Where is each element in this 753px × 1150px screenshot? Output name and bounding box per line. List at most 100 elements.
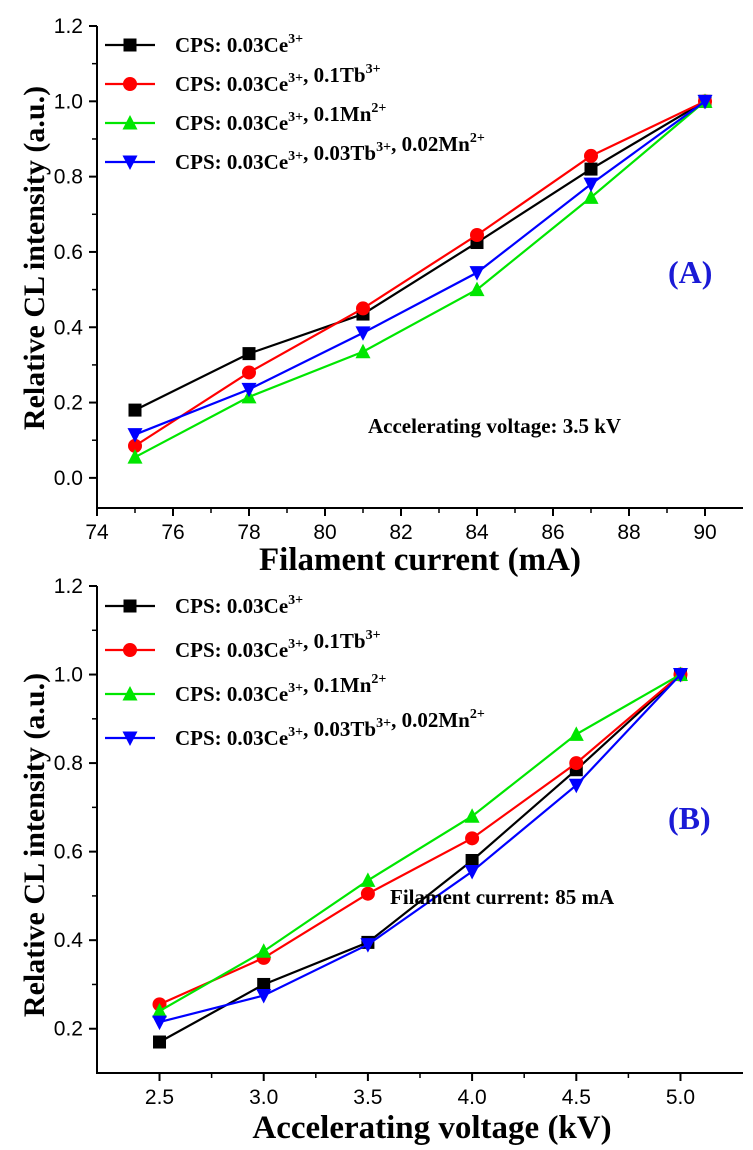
- panel-b-series-1-point: [257, 977, 271, 991]
- panel-b-x-tick-label: 4.5: [562, 1086, 591, 1109]
- panel-b-legend-swatch-marker: [123, 599, 137, 613]
- panel-b-y-tick-label: 0.6: [54, 841, 83, 864]
- panel-a-xlabel: Filament current (mA): [259, 542, 581, 578]
- panel-a-series-1-line: [134, 100, 706, 412]
- panel-a-legend-entry-1: CPS: 0.03Ce3+: [175, 32, 303, 57]
- panel-a-y-tick-label: 0.0: [54, 467, 83, 490]
- panel-b-series-3-point: [256, 943, 272, 958]
- panel-a-series-4-point: [697, 94, 713, 110]
- panel-a-annotation: Accelerating voltage: 3.5 kV: [368, 414, 621, 438]
- panel-b-series-1-line: [158, 673, 682, 1043]
- panel-a-chart: 74 76 78 80 82 84 86 88 900.00.20.40.60.81.01.2 …: [18, 15, 743, 578]
- panel-b-legend-swatch-marker: [123, 643, 137, 657]
- panel-b-x-tick-label: 3.0: [249, 1086, 278, 1109]
- panel-b-series-1-point: [153, 1035, 167, 1049]
- panel-a-series-2-line: [134, 100, 706, 447]
- panel-a-x-tick-label: 82: [389, 521, 412, 544]
- panel-a-x-tick-label: 88: [617, 521, 640, 544]
- panel-a-legend-entry-3: CPS: 0.03Ce3+, 0.1Mn2+: [175, 101, 386, 135]
- panel-b-legend-swatch-marker: [122, 731, 138, 746]
- panel-b-series-2-point: [360, 886, 375, 901]
- panel-a-legend-swatch-marker: [123, 77, 137, 91]
- panel-b-y-tick-label: 0.8: [54, 752, 83, 775]
- panel-a-legend-swatch-marker: [122, 115, 138, 130]
- panel-a-legend-entry-2: CPS: 0.03Ce3+, 0.1Tb3+: [175, 62, 381, 96]
- panel-b-y-tick-label: 1.0: [54, 664, 83, 687]
- panel-a-series-2-point: [128, 438, 142, 453]
- panel-a-y-tick-label: 0.2: [54, 392, 83, 415]
- panel-b-series-2-line: [159, 673, 682, 1006]
- panel-b-axis-lines: [96, 586, 743, 1074]
- panel-a-legend-swatch-marker: [123, 38, 137, 52]
- panel-a-series-3-point: [127, 449, 143, 464]
- panel-b-legend-entry-1: CPS: 0.03Ce3+: [175, 593, 303, 618]
- panel-a-series-3-line: [134, 100, 706, 459]
- panel-a-label: (A): [668, 254, 712, 290]
- panel-b-ylabel: Relative CL intensity (a.u.): [18, 673, 51, 1017]
- panel-a-x-tick-label: 84: [465, 521, 489, 544]
- panel-b-series-4-point: [360, 938, 376, 953]
- panel-b-series-4-point: [464, 865, 480, 880]
- panel-a-x-tick-label: 86: [541, 521, 564, 544]
- panel-a-series-2-point: [584, 148, 598, 163]
- panel-b-annotation: Filament current: 85 mA: [390, 885, 615, 909]
- panel-a-y-tick-label: 0.4: [54, 316, 84, 339]
- panel-b-series-3-point: [568, 726, 584, 741]
- panel-b-legend: CPS: 0.03Ce3+ CPS: 0.03Ce3+, 0.1Tb3+ CPS: …: [105, 593, 485, 750]
- panel-a-legend-entry-4: CPS: 0.03Ce3+, 0.03Tb3+, 0.02Mn2+: [175, 131, 485, 174]
- panel-b-series-3-point: [360, 872, 376, 887]
- panel-b-series: [152, 666, 688, 1049]
- panel-a-series-2-point: [242, 365, 256, 380]
- panel-a-ylabel: Relative CL intensity (a.u.): [18, 86, 51, 430]
- panel-b-x-tick-label: 2.5: [145, 1086, 174, 1109]
- panel-a-series-1-point: [242, 347, 256, 361]
- panel-b-y-tick-label: 1.2: [54, 575, 83, 598]
- panel-a-legend-swatch-marker: [122, 155, 138, 170]
- panel-b-chart: 2.5 3.0 3.5 4.0 4.5 5.0 0.2 0.4 0.6 0.8 1.0 1.2 CPS…: [18, 575, 743, 1146]
- panel-b-series-3-point: [464, 808, 480, 823]
- panel-b-axes: 2.5 3.0 3.5 4.0 4.5 5.0 0.2 0.4 0.6 0.8 1.0 1.2: [54, 575, 743, 1109]
- panel-b-legend-entry-2: CPS: 0.03Ce3+, 0.1Tb3+: [175, 628, 381, 662]
- panel-a-x-tick-label: 78: [237, 521, 260, 544]
- panel-b-label: (B): [668, 800, 711, 836]
- panel-a-y-tick-label: 1.2: [54, 15, 83, 38]
- panel-b-xlabel: Accelerating voltage (kV): [252, 1110, 611, 1146]
- panel-b-series-4-point: [568, 778, 584, 794]
- panel-b-x-tick-label: 5.0: [666, 1086, 695, 1109]
- panel-b-series-2-point: [569, 756, 584, 771]
- panel-a-series-4-point: [355, 326, 371, 341]
- panel-a-series-2-point: [356, 301, 370, 316]
- panel-a-x-tick-label: 74: [85, 521, 109, 544]
- panel-a-legend: CPS: 0.03Ce3+ CPS: 0.03Ce3+, 0.1Tb3+ CPS: …: [105, 32, 485, 174]
- panel-a-series-3-point: [355, 343, 371, 359]
- panel-b-legend-entry-3: CPS: 0.03Ce3+, 0.1Mn2+: [175, 672, 386, 706]
- panel-a-series-4-point: [469, 266, 485, 281]
- panel-b-y-tick-label: 0.2: [54, 1018, 83, 1041]
- panel-b-series-3-point: [152, 1003, 168, 1018]
- panel-a-series-3-point: [469, 281, 485, 297]
- panel-a-series-1-point: [128, 403, 142, 417]
- panel-a-y-tick-label: 1.0: [54, 90, 83, 113]
- panel-b-series-2-point: [465, 831, 480, 846]
- panel-b-series-4-point: [256, 989, 272, 1004]
- panel-a-series: [127, 93, 713, 464]
- panel-a-axes: 74 76 78 80 82 84 86 88 90 0.0 0.2 0.4 0.6 0.8 1.0 1.2: [54, 15, 743, 544]
- panel-b-y-tick-label: 0.4: [54, 929, 84, 952]
- panel-a-series-2-point: [470, 227, 484, 242]
- panel-a-series-3-point: [583, 189, 599, 204]
- panel-b-series-1-point: [465, 853, 479, 867]
- panel-b-legend-entry-4: CPS: 0.03Ce3+, 0.03Tb3+, 0.02Mn2+: [175, 707, 485, 750]
- panel-b-series-3-line: [158, 673, 682, 1012]
- panel-a-x-tick-label: 76: [161, 521, 184, 544]
- panel-a-y-tick-label: 0.6: [54, 241, 83, 264]
- panel-a-y-tick-label: 0.8: [54, 166, 83, 189]
- panel-a-x-tick-label: 90: [693, 521, 716, 544]
- panel-a-x-tick-label: 80: [313, 521, 336, 544]
- panel-b-x-tick-label: 3.5: [353, 1086, 382, 1109]
- panel-a-series-4-point: [241, 382, 257, 398]
- panel-b-series-4-point: [672, 668, 688, 683]
- panel-a-series-4-line: [134, 100, 706, 436]
- panel-b-series-4-line: [159, 673, 682, 1024]
- panel-b-series-4-point: [152, 1015, 168, 1031]
